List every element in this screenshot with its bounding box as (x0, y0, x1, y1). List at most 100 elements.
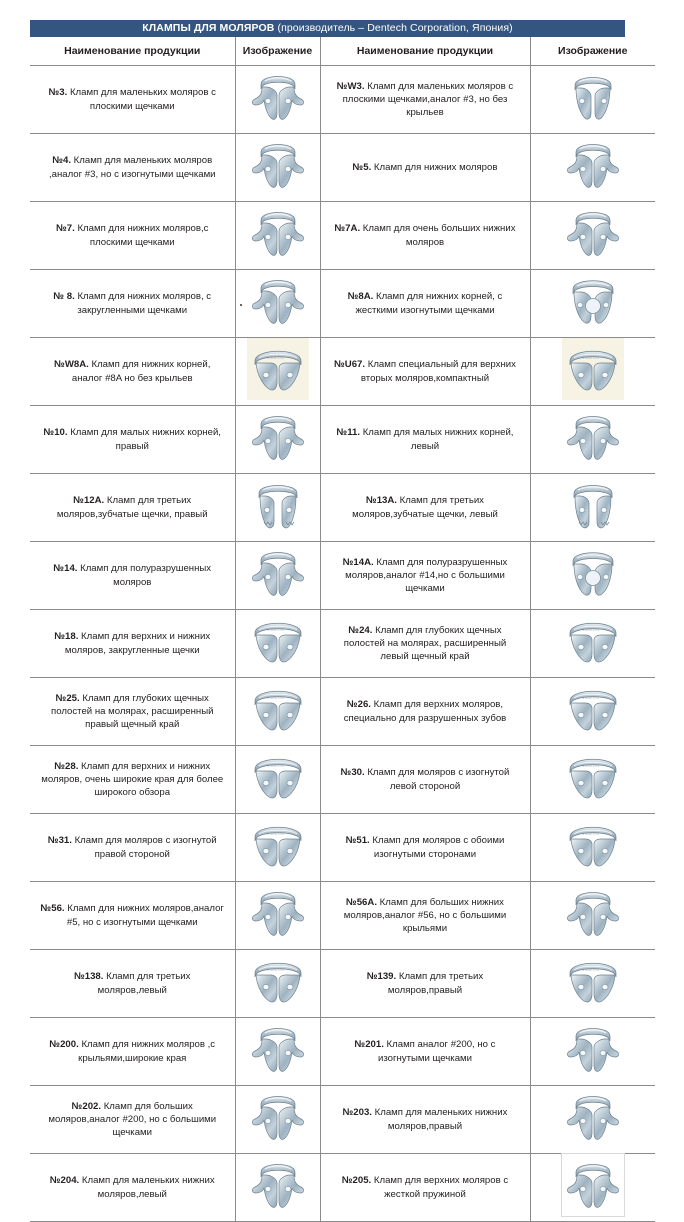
product-label: №56. Кламп для нижних моляров,аналог #5,… (30, 897, 235, 933)
clamp-photo (562, 1018, 624, 1080)
clamp-illustration (251, 280, 304, 324)
clamp-photo: STAINLESS (561, 338, 624, 400)
product-label: №14. Кламп для полуразрушенных моляров (30, 557, 235, 593)
clamp-photo (247, 406, 309, 468)
table-row: №12A. Кламп для третьих моляров,зубчатые… (30, 473, 655, 542)
product-name-cell-right: №W3. Кламп для маленьких моляров с плоск… (320, 65, 531, 134)
clamp-photo: STAINLESS (562, 610, 624, 672)
clamp-illustration: STAINLESS (569, 827, 617, 867)
clamp-illustration: STAINLESS (569, 759, 617, 799)
product-image-cell-left: STAINLESS (235, 677, 321, 746)
clamp-illustration (251, 552, 304, 596)
product-image-cell-right: STAINLESS (530, 949, 655, 1018)
product-description: Кламп для малых нижних корней, левый (360, 427, 514, 452)
product-name-cell-right: №139. Кламп для третьих моляров,правый (320, 949, 531, 1018)
product-name-cell-right: №26. Кламп для верхних моляров, специаль… (320, 677, 531, 746)
svg-text:STAINLESS: STAINLESS (267, 764, 284, 768)
clamp-photo (247, 134, 309, 196)
product-name-cell-right: №5. Кламп для нижних моляров (320, 133, 531, 202)
product-label: №W8A. Кламп для нижних корней, аналог #8… (30, 353, 235, 389)
product-name-cell-right: №8A. Кламп для нижних корней, с жесткими… (320, 269, 531, 338)
product-label: №204. Кламп для маленьких нижних моляров… (30, 1169, 235, 1205)
clamp-photo (562, 542, 624, 604)
product-code: №204. (49, 1175, 80, 1187)
clamp-photo (562, 1086, 624, 1148)
clamp-photo: STAINLESS (246, 338, 309, 400)
clamp-photo: STAINLESS (247, 814, 309, 876)
product-code: №26. (346, 699, 371, 711)
product-code: №10. (43, 427, 68, 439)
clamp-photo (562, 270, 624, 332)
product-name-cell-left: №138. Кламп для третьих моляров,левый (30, 949, 236, 1018)
clamp-photo (247, 1086, 309, 1148)
product-label: №24. Кламп для глубоких щечных полостей … (321, 619, 530, 669)
clamp-illustration (251, 416, 304, 460)
product-description: Кламп для малых нижних корней, правый (67, 427, 221, 452)
product-name-cell-right: №14A. Кламп для полуразрушенных моляров,… (320, 541, 531, 610)
clamp-photo: STAINLESS (562, 678, 624, 740)
catalog-page: КЛАМПЫ ДЛЯ МОЛЯРОВ (производитель – Dent… (30, 20, 655, 1222)
clamp-photo (562, 202, 624, 264)
product-name-cell-left: №4. Кламп для маленьких моляров ,аналог … (30, 133, 236, 202)
table-row: №56. Кламп для нижних моляров,аналог #5,… (30, 881, 655, 950)
column-header-image-right: Изображение (530, 37, 655, 66)
product-name-cell-left: №12A. Кламп для третьих моляров,зубчатые… (30, 473, 236, 542)
clamp-photo (562, 474, 624, 536)
product-image-cell-right (530, 405, 655, 474)
clamp-photo (247, 1018, 309, 1080)
product-code: №4. (52, 155, 72, 167)
product-description: Кламп для третьих моляров,правый (387, 971, 484, 996)
table-body: №3. Кламп для маленьких моляров с плоски… (30, 65, 655, 1222)
product-name-cell-right: №7A. Кламп для очень больших нижних моля… (320, 201, 531, 270)
product-description: Кламп специальный для верхних вторых мол… (360, 359, 516, 384)
clamp-illustration: STAINLESS (569, 623, 617, 663)
clamp-illustration (251, 892, 304, 936)
product-image-cell-right: STAINLESS (530, 677, 655, 746)
product-description: Кламп для третьих моляров,зубчатые щечки… (56, 495, 208, 520)
product-label: №203. Кламп для маленьких нижних моляров… (321, 1101, 530, 1137)
product-code: №31. (47, 835, 72, 847)
product-code: №7. (56, 223, 75, 235)
product-image-cell-right: STAINLESS (530, 337, 655, 406)
clamp-illustration: STAINLESS (254, 691, 301, 731)
clamp-illustration (566, 212, 619, 256)
product-image-cell-right (530, 133, 655, 202)
clamp-photo: STAINLESS (562, 950, 624, 1012)
product-image-cell-left (235, 1153, 321, 1222)
product-description: Кламп для моляров с изогнутой правой сто… (71, 835, 217, 860)
product-code: №138. (74, 971, 104, 983)
product-description: Кламп для полуразрушенных моляров (77, 563, 212, 588)
product-label: №12A. Кламп для третьих моляров,зубчатые… (30, 489, 235, 525)
table-row: №14. Кламп для полуразрушенных моляров №… (30, 541, 655, 610)
clamp-illustration (574, 77, 612, 120)
clamp-illustration (566, 1164, 619, 1208)
table-row: №10. Кламп для малых нижних корней, прав… (30, 405, 655, 474)
product-code: №7A. (334, 223, 361, 235)
product-name-cell-left: №200. Кламп для нижних моляров ,с крылья… (30, 1017, 236, 1086)
product-description: Кламп для нижних моляров ,с крыльями,шир… (78, 1039, 216, 1064)
clamp-photo (247, 202, 309, 264)
product-code: № 8. (53, 291, 75, 303)
product-label: №26. Кламп для верхних моляров, специаль… (321, 693, 530, 729)
product-image-cell-left: STAINLESS (235, 745, 321, 814)
product-description: Кламп для глубоких щечных полостей на мо… (343, 624, 507, 663)
product-name-cell-right: №24. Кламп для глубоких щечных полостей … (320, 609, 531, 678)
product-image-cell-left: STAINLESS (235, 949, 321, 1018)
product-description: Кламп для моляров с изогнутой левой стор… (364, 767, 510, 792)
product-description: Кламп для верхних и нижних моляров, очен… (41, 760, 224, 799)
clamp-photo (562, 406, 624, 468)
product-name-cell-left: №25. Кламп для глубоких щечных полостей … (30, 677, 236, 746)
product-label: №11. Кламп для малых нижних корней, левы… (321, 421, 530, 457)
product-code: №203. (342, 1107, 372, 1119)
product-label: №138. Кламп для третьих моляров,левый (30, 965, 235, 1001)
clamp-photo (247, 66, 309, 128)
product-description: Кламп для маленьких моляров с плоскими щ… (67, 87, 216, 112)
table-title-rest: (производитель – Dentech Corporation, Яп… (277, 22, 513, 34)
product-name-cell-right: №51. Кламп для моляров с обоими изогнуты… (320, 813, 531, 882)
product-image-cell-left (235, 881, 321, 950)
clamp-photo: STAINLESS (247, 950, 309, 1012)
dot-marker (239, 303, 242, 306)
product-code: №13A. (366, 495, 397, 507)
product-code: №51. (345, 835, 370, 847)
clamp-illustration (251, 1028, 304, 1072)
